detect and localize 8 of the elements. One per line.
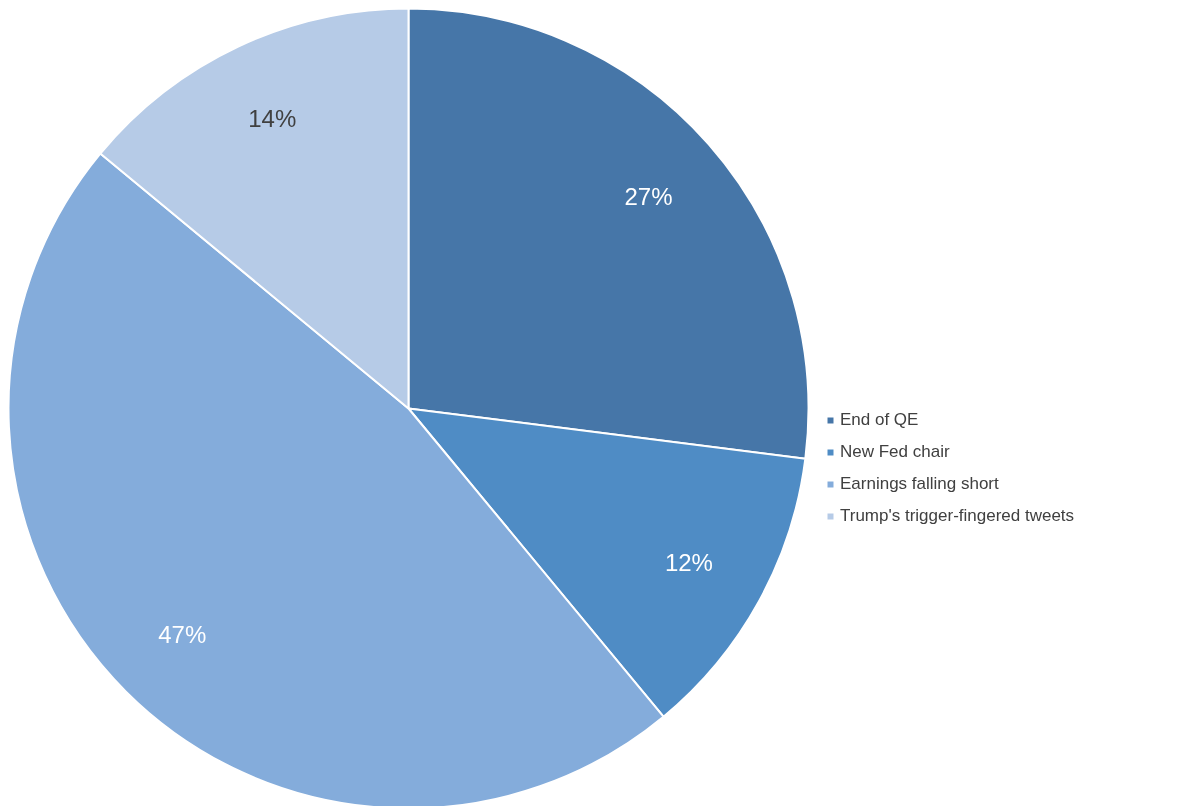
data-label: 12%: [664, 549, 713, 577]
legend-label: Trump's trigger-fingered tweets: [840, 506, 1075, 526]
data-label: 27%: [624, 183, 673, 211]
legend-label: New Fed chair: [840, 442, 950, 462]
data-label: 14%: [248, 105, 297, 133]
data-label: 47%: [158, 621, 207, 649]
legend-label: Earnings falling short: [840, 474, 999, 494]
legend-label: End of QE: [840, 410, 919, 430]
